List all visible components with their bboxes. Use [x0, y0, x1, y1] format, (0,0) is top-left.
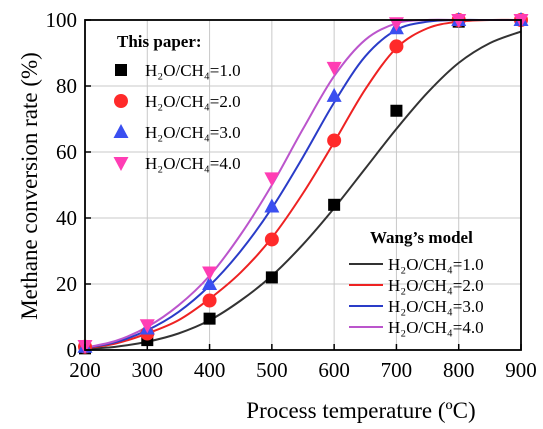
y-tick-label: 40 — [56, 206, 77, 230]
data-point-s1 — [265, 271, 278, 284]
y-tick-label: 0 — [67, 338, 78, 362]
legend-marker-s3 — [113, 124, 129, 138]
x-tick-label: 600 — [318, 358, 350, 382]
data-point-s2 — [327, 133, 342, 148]
line-legend-label: H₂O/CH₄=4.0 — [388, 318, 484, 337]
line-legend-label: H₂O/CH₄=1.0 — [388, 255, 484, 274]
x-tick-label: 700 — [381, 358, 413, 382]
data-point-s3 — [264, 198, 280, 213]
data-point-s3 — [326, 87, 342, 102]
y-tick-label: 60 — [56, 140, 77, 164]
x-tick-label: 400 — [194, 358, 226, 382]
scatter-legend-label: H₂O/CH₄=1.0 — [145, 61, 241, 80]
line-legend-heading: Wang’s model — [370, 228, 473, 247]
scatter-legend: This paper: H₂O/CH₄=1.0 H₂O/CH₄=2.0 H₂O/CH… — [113, 32, 241, 173]
data-point-s4 — [326, 61, 342, 76]
legend-marker-s1 — [115, 64, 127, 76]
data-point-s1 — [203, 312, 216, 325]
scatter-legend-label: H₂O/CH₄=2.0 — [145, 92, 241, 111]
model-line-2 — [84, 18, 522, 350]
data-point-s4 — [451, 14, 467, 28]
plot-frame — [84, 19, 522, 351]
x-tick-label: 200 — [69, 358, 101, 382]
scatter-legend-label: H₂O/CH₄=3.0 — [145, 123, 241, 142]
x-tick-label: 900 — [505, 358, 537, 382]
y-tick-label: 100 — [46, 8, 78, 32]
y-tick-label: 80 — [56, 74, 77, 98]
model-line-1 — [84, 30, 522, 351]
x-tick-label: 500 — [256, 358, 288, 382]
data-point-s2 — [264, 232, 279, 247]
data-point-s2 — [389, 39, 404, 54]
scatter-legend-label: H₂O/CH₄=4.0 — [145, 154, 241, 173]
x-tick-label: 800 — [443, 358, 475, 382]
data-point-s3 — [202, 276, 218, 290]
data-point-s4 — [202, 266, 218, 281]
x-axis-title: Process temperature (ºC) — [246, 398, 475, 423]
line-legend-label: H₂O/CH₄=2.0 — [388, 276, 484, 295]
y-axis-title: Methane conversion rate (%) — [17, 52, 42, 320]
data-point-s1 — [328, 198, 341, 211]
axis-ticks: 200 300 400 500 600 700 800 900 0 20 40 60 80 100 — [46, 8, 537, 382]
legend-marker-s4 — [113, 157, 129, 171]
x-tick-label: 300 — [132, 358, 164, 382]
line-legend-label: H₂O/CH₄=3.0 — [388, 297, 484, 316]
data-point-s2 — [202, 293, 217, 308]
scatter-legend-heading: This paper: — [117, 32, 202, 51]
line-legend: Wang’s model H₂O/CH₄=1.0 H₂O/CH₄=2.0 H₂O/C… — [349, 228, 484, 337]
data-point-s4 — [139, 319, 155, 334]
data-point-s1 — [390, 104, 403, 117]
data-point-s4 — [264, 172, 280, 187]
y-tick-label: 20 — [56, 272, 77, 296]
legend-marker-s2 — [114, 94, 128, 108]
